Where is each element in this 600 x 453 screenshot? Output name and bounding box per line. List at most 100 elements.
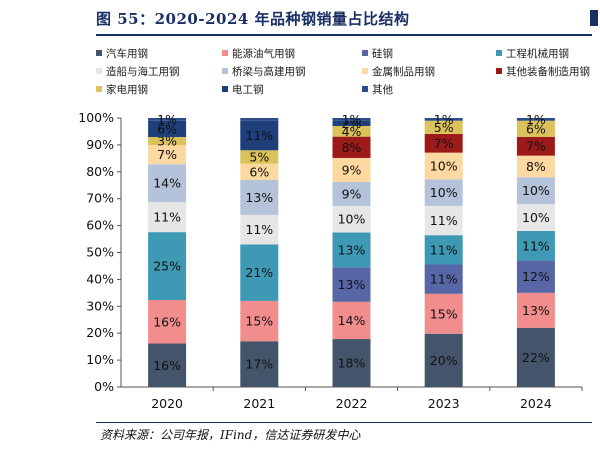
source-divider <box>96 422 592 423</box>
legend-label: 能源油气用钢 <box>232 48 295 60</box>
bar-segment <box>424 120 463 134</box>
legend-swatch <box>96 68 102 74</box>
bar-segment <box>148 202 187 233</box>
data-label: 12% <box>522 269 550 284</box>
bar-segment <box>240 150 279 164</box>
data-label: 10% <box>430 185 458 200</box>
data-label: 21% <box>245 265 273 280</box>
data-label: 10% <box>522 183 550 198</box>
legend-label: 其他 <box>372 84 393 96</box>
legend-swatch <box>496 68 502 74</box>
legend-label: 硅钢 <box>372 48 393 60</box>
data-label: 8% <box>342 140 362 155</box>
data-label: 1% <box>434 112 454 127</box>
x-tick-label: 2023 <box>428 396 460 411</box>
figure-header: 图 55：2020-2024 年品种钢销量占比结构 <box>0 0 600 40</box>
legend-label: 桥梁与高建用钢 <box>232 66 306 78</box>
y-tick-label: 60% <box>86 218 114 233</box>
bar-segment <box>240 120 279 151</box>
data-label: 1% <box>342 112 362 127</box>
legend-label: 金属制品用钢 <box>372 66 435 78</box>
legend-item: 金属制品用钢 <box>362 64 435 79</box>
bar-segment <box>332 301 371 340</box>
data-label: 16% <box>153 358 181 373</box>
legend-label: 其他装备制造用钢 <box>506 66 590 78</box>
legend-swatch <box>222 50 228 56</box>
y-tick-label: 0% <box>94 379 114 394</box>
legend-item: 其他 <box>362 82 393 97</box>
bar-segment <box>148 164 187 203</box>
bar-segment <box>424 179 463 206</box>
data-label: 22% <box>522 350 550 365</box>
legend-item: 其他装备制造用钢 <box>496 64 590 79</box>
data-label: 1% <box>526 112 546 127</box>
data-label: 11% <box>245 128 273 143</box>
x-tick-label: 2022 <box>336 396 368 411</box>
figure-title: 图 55：2020-2024 年品种钢销量占比结构 <box>96 10 410 28</box>
data-label: 18% <box>338 356 366 371</box>
data-label: 7% <box>434 136 454 151</box>
bar-segment <box>240 118 279 121</box>
data-label: 10% <box>338 212 366 227</box>
bar-segment <box>516 292 555 328</box>
data-label: 6% <box>157 121 177 136</box>
bar-segment <box>332 339 371 387</box>
bar-segment <box>516 136 555 156</box>
legend-item: 硅钢 <box>362 46 393 61</box>
bar-segment <box>424 235 463 265</box>
bar-segment <box>240 341 279 387</box>
legend-label: 工程机械用钢 <box>506 48 569 60</box>
data-label: 13% <box>338 277 366 292</box>
bar-segment <box>148 232 187 301</box>
bar-segment <box>516 118 555 121</box>
bar-segment <box>424 205 463 236</box>
y-tick-label: 70% <box>86 191 114 206</box>
bar-segment <box>332 118 371 121</box>
legend-swatch <box>96 50 102 56</box>
bar-segment <box>332 125 371 137</box>
data-label: 11% <box>522 238 550 253</box>
legend-label: 家电用钢 <box>106 84 148 96</box>
data-label: 10% <box>522 210 550 225</box>
legend-item: 工程机械用钢 <box>496 46 569 61</box>
y-tick-label: 50% <box>86 245 114 260</box>
data-label: 9% <box>342 162 362 177</box>
bar-segment <box>424 293 463 334</box>
y-tick-label: 10% <box>86 352 114 367</box>
x-tick-label: 2024 <box>520 396 552 411</box>
data-label: 11% <box>245 222 273 237</box>
data-label: 16% <box>153 314 181 329</box>
data-label: 17% <box>245 357 273 372</box>
y-tick-label: 30% <box>86 298 114 313</box>
legend-swatch <box>496 50 502 56</box>
x-tick-label: 2021 <box>243 396 275 411</box>
bar-segment <box>332 232 371 268</box>
legend-item: 桥梁与高建用钢 <box>222 64 306 79</box>
data-label: 15% <box>430 306 458 321</box>
bar-segment <box>148 343 187 387</box>
edge-marker <box>590 10 598 26</box>
bar-segment <box>516 260 555 293</box>
bar-segment <box>424 152 463 180</box>
bar-segment <box>148 300 187 344</box>
legend-item: 能源油气用钢 <box>222 46 295 61</box>
data-label: 13% <box>245 190 273 205</box>
data-label: 7% <box>157 147 177 162</box>
bar-segment <box>332 181 371 206</box>
source-note: 资料来源：公司年报，IFind，信达证券研发中心 <box>100 428 361 442</box>
legend-item: 电工钢 <box>222 82 264 97</box>
bar-segment <box>516 120 555 137</box>
bar-segment <box>240 163 279 180</box>
data-label: 14% <box>338 313 366 328</box>
data-label: 13% <box>338 242 366 257</box>
bar-segment <box>516 327 555 387</box>
bar-segment <box>240 179 279 215</box>
bar-segment <box>424 264 463 294</box>
legend-swatch <box>362 68 368 74</box>
data-label: 11% <box>430 213 458 228</box>
data-label: 8% <box>526 159 546 174</box>
bar-segment <box>148 118 187 121</box>
legend-item: 造船与海工用钢 <box>96 64 180 79</box>
legend-label: 造船与海工用钢 <box>106 66 180 78</box>
bar-segment <box>332 136 371 158</box>
